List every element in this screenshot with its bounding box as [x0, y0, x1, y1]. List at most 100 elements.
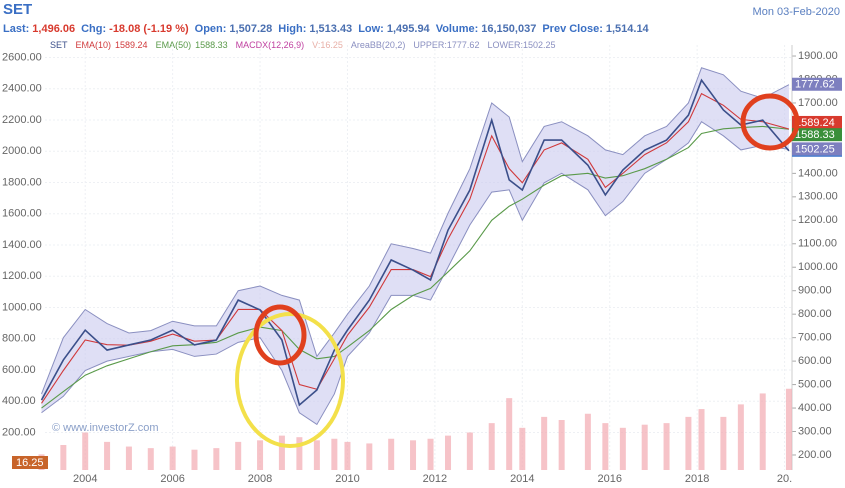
legend-value: 1588.33: [195, 40, 228, 50]
symbol: SET: [3, 1, 32, 18]
stat-value: 1,513.43: [309, 23, 352, 35]
volume-bar: [82, 432, 89, 470]
stat-label: Chg:: [81, 23, 106, 35]
band-fill: [41, 67, 789, 425]
y-tick-label: 2000.00: [2, 145, 42, 157]
x-tick-label: 2008: [248, 473, 272, 485]
volume-bar: [191, 449, 198, 470]
price-badge-label: 1777.62: [795, 79, 835, 91]
volume-bar: [519, 427, 526, 470]
volume-bar: [466, 432, 473, 470]
y-tick-label: 200.00: [2, 426, 36, 438]
y-tick-label: 600.00: [2, 364, 36, 376]
x-tick-label: 2004: [73, 473, 97, 485]
stat-value: 1,507.28: [229, 23, 272, 35]
y-tick-label: 1200.00: [2, 270, 42, 282]
volume-bar: [584, 413, 591, 470]
volume-bar: [641, 424, 648, 470]
legend-name: SET: [50, 40, 68, 50]
volume-badge: [12, 456, 48, 469]
y-tick-label: 1600.00: [2, 208, 42, 220]
watermark: © www.investorZ.com: [52, 422, 159, 434]
y-tick-label: 1000.00: [2, 301, 42, 313]
y2-tick-label: 1700.00: [798, 97, 838, 109]
y-tick-label: 800.00: [2, 333, 36, 345]
yellow-circle: [235, 312, 345, 448]
y2-tick-label: 1000.00: [798, 261, 838, 273]
volume-bar: [737, 404, 744, 470]
legend-extra: V:16.25: [312, 40, 343, 50]
price-badge-label: 1588.33: [795, 129, 835, 141]
stat-value: 1,495.94: [387, 23, 431, 35]
series-line: [41, 125, 789, 409]
volume-bar: [169, 446, 176, 470]
legend-extra: UPPER:1777.62: [413, 40, 479, 50]
price-badge: [792, 115, 842, 129]
y2-tick-label: 1400.00: [798, 167, 838, 179]
y2-tick-label: 300.00: [798, 425, 832, 437]
volume-badge-label: 16.25: [16, 457, 44, 469]
price-badge-label: 1589.24: [795, 117, 835, 129]
stat-value: 1,496.06: [32, 23, 75, 35]
y2-tick-label: 1100.00: [798, 238, 837, 250]
volume-bar: [235, 441, 242, 470]
stat-label: Prev Close:: [542, 23, 603, 35]
x-tick-label: 2018: [685, 473, 709, 485]
y2-tick-label: 700.00: [798, 332, 832, 344]
x-tick-label: 2010: [335, 473, 359, 485]
x-tick-label: 2012: [423, 473, 447, 485]
volume-bar: [388, 438, 395, 470]
y2-tick-label: 1900.00: [798, 50, 838, 62]
y2-tick-label: 400.00: [798, 402, 832, 414]
stat-value: -18.08 (-1.19 %): [109, 23, 189, 35]
volume-bar: [331, 438, 338, 470]
y-tick-label: 1800.00: [2, 176, 42, 188]
volume-bar: [213, 448, 220, 470]
legend-extra: AreaBB(20,2): [351, 40, 406, 50]
stat-label: Last:: [3, 23, 29, 35]
volume-bar: [619, 427, 626, 470]
y2-tick-label: 600.00: [798, 355, 832, 367]
volume-bar: [125, 446, 132, 470]
y2-tick-label: 200.00: [798, 449, 832, 461]
stat-value: 16,150,037: [481, 23, 536, 35]
volume-bar: [488, 423, 495, 470]
y-tick-label: 2400.00: [2, 83, 42, 95]
stat-label: Open:: [195, 23, 227, 35]
price-badge: [792, 77, 842, 91]
y-tick-label: 1400.00: [2, 239, 42, 251]
price-badge: [792, 128, 842, 142]
price-badge: [792, 142, 842, 156]
volume-bar: [698, 409, 705, 470]
volume-bar: [759, 393, 766, 470]
date: Mon 03-Feb-2020: [753, 6, 840, 18]
annotations: [235, 93, 800, 448]
volume-bar: [313, 440, 320, 470]
stat-label: Volume:: [436, 23, 479, 35]
volume-bar: [541, 416, 548, 470]
red-circle: [740, 93, 800, 151]
y2-tick-label: 900.00: [798, 285, 832, 297]
series-line: [41, 92, 790, 404]
band-upper: [41, 67, 790, 395]
volume-bar: [60, 445, 67, 470]
volume-bar: [558, 420, 565, 470]
x-tick-label: 2014: [510, 473, 534, 485]
volume-bar: [366, 443, 373, 470]
volume-bar: [147, 448, 154, 470]
price-badge-label: 1502.25: [795, 143, 835, 155]
volume-bar: [344, 441, 351, 470]
volume-bar: [278, 435, 285, 470]
volume-bar: [506, 398, 513, 470]
legend-extra: MACDX(12,26,9): [236, 40, 305, 50]
volume-bar: [602, 423, 609, 470]
stats-row: Last: 1,496.06 Chg: -18.08 (-1.19 %) Open: 1,…: [3, 23, 650, 35]
stat-label: Low:: [358, 23, 384, 35]
y2-tick-label: 1200.00: [798, 214, 838, 226]
volume-bar: [257, 440, 264, 470]
plot-area: 200.00 400.00 600.00 800.00 1000.00 1200.00 14…: [2, 45, 842, 485]
band-lower: [41, 121, 790, 426]
y2-tick-label: 1300.00: [798, 191, 838, 203]
legend-extra: LOWER:1502.25: [487, 40, 555, 50]
